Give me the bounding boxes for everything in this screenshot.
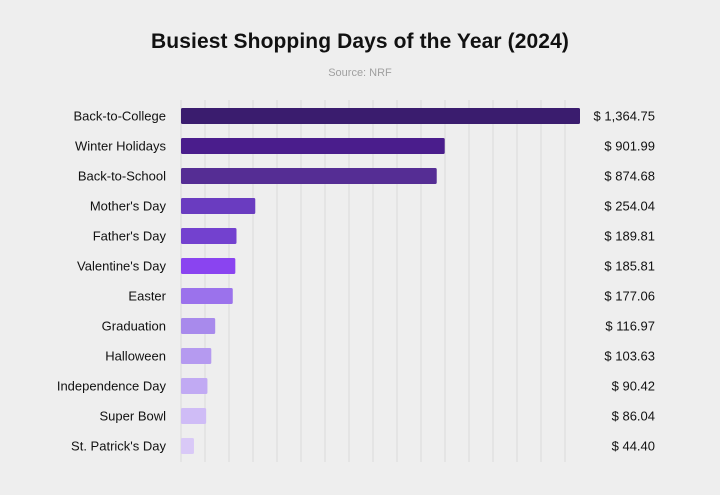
value-label: $ 103.63	[604, 349, 655, 364]
bar	[181, 228, 237, 244]
value-label: $ 254.04	[604, 199, 655, 214]
value-label: $ 189.81	[604, 229, 655, 244]
bar	[181, 258, 236, 274]
value-label: $ 901.99	[604, 139, 655, 154]
category-label: Independence Day	[57, 379, 167, 394]
bar	[181, 138, 445, 154]
value-label: $ 44.40	[612, 439, 655, 454]
value-label: $ 86.04	[612, 409, 655, 424]
category-label: Valentine's Day	[77, 259, 166, 274]
bar	[181, 288, 233, 304]
chart-title: Busiest Shopping Days of the Year (2024)	[151, 30, 569, 53]
category-label: Super Bowl	[100, 409, 167, 424]
value-label: $ 90.42	[612, 379, 655, 394]
value-label: $ 177.06	[604, 289, 655, 304]
value-label: $ 116.97	[605, 319, 655, 334]
bar	[181, 348, 212, 364]
chart-subtitle: Source: NRF	[328, 67, 392, 79]
category-label: Father's Day	[93, 229, 167, 244]
bar	[181, 108, 580, 124]
value-label: $ 1,364.75	[594, 109, 655, 124]
value-label: $ 185.81	[604, 259, 655, 274]
category-label: Easter	[128, 289, 166, 304]
category-label: Back-to-School	[78, 169, 166, 184]
bar	[181, 378, 208, 394]
category-label: Mother's Day	[90, 199, 167, 214]
bar	[181, 318, 216, 334]
bar	[181, 168, 437, 184]
category-label: Back-to-College	[74, 109, 167, 124]
category-label: Halloween	[105, 349, 166, 364]
value-label: $ 874.68	[604, 169, 655, 184]
category-label: Graduation	[102, 319, 166, 334]
bar	[181, 198, 256, 214]
category-label: St. Patrick's Day	[71, 439, 166, 454]
category-label: Winter Holidays	[75, 139, 167, 154]
bar	[181, 438, 194, 454]
bar	[181, 408, 207, 424]
